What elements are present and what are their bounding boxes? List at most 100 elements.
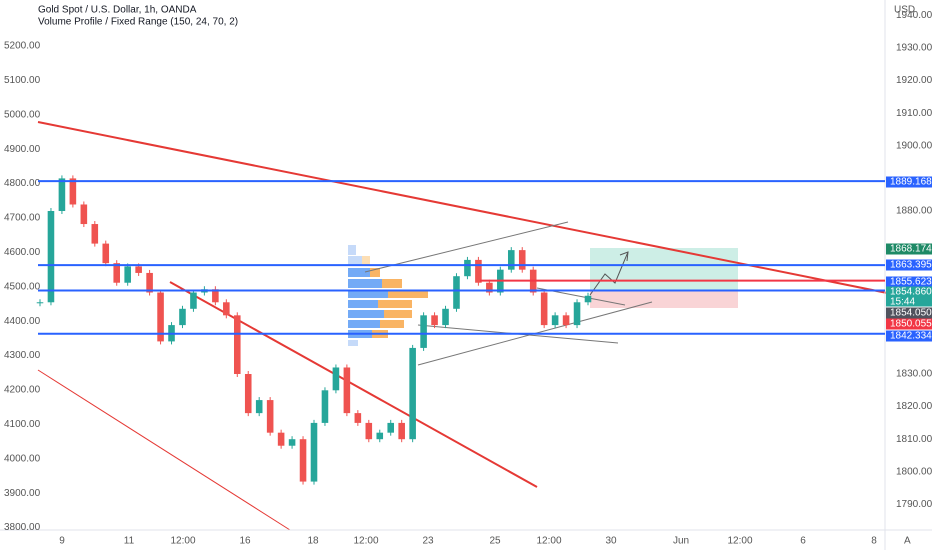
- currency-label[interactable]: USD: [894, 5, 915, 16]
- auto-scale[interactable]: A: [904, 536, 911, 547]
- candle: [343, 367, 351, 414]
- candle: [113, 263, 121, 283]
- right-axis-label: 1830.00: [896, 369, 932, 380]
- arrow-head: [619, 251, 629, 262]
- candle: [365, 422, 373, 440]
- time-axis-label: 12:00: [536, 536, 561, 547]
- candle: [387, 422, 395, 433]
- candle: [277, 432, 285, 446]
- left-axis-label: 5200.00: [4, 41, 41, 52]
- symbol-title: Gold Spot / U.S. Dollar, 1h, OANDA: [38, 5, 197, 16]
- candle: [124, 266, 131, 283]
- candle: [69, 178, 77, 205]
- left-axis-label: 4300.00: [4, 350, 41, 361]
- indicator-label: Volume Profile / Fixed Range (150, 24, 7…: [38, 17, 238, 28]
- right-axis-label: 1790.00: [896, 499, 932, 510]
- left-axis-label: 4600.00: [4, 247, 41, 258]
- time-axis-label: 12:00: [727, 536, 752, 547]
- right-axis-label: 1900.00: [896, 140, 932, 151]
- candle: [486, 282, 493, 293]
- time-axis-label: Jun: [673, 536, 689, 547]
- price-tag-label: 1855.623: [890, 277, 932, 288]
- left-axis-label: 4900.00: [4, 144, 41, 155]
- candle: [233, 315, 241, 374]
- price-tag-label: 1863.395: [890, 260, 932, 271]
- loss-zone: [590, 290, 738, 308]
- candle: [332, 367, 340, 391]
- price-tag: [886, 243, 932, 255]
- price-tag: [886, 307, 932, 319]
- left-axis-label: 4500.00: [4, 281, 41, 292]
- candle: [91, 224, 99, 244]
- candle: [354, 413, 362, 423]
- candle: [442, 308, 449, 326]
- candle: [80, 204, 88, 225]
- right-axis-label: 1920.00: [896, 75, 932, 86]
- candle: [47, 211, 55, 303]
- left-axis-label: 4400.00: [4, 316, 41, 327]
- candle: [584, 295, 592, 303]
- candle: [58, 178, 66, 211]
- right-axis-label: 1800.00: [896, 466, 932, 477]
- candle: [299, 439, 307, 482]
- countdown-label: 15:44: [890, 297, 915, 308]
- price-tag: [886, 318, 932, 330]
- price-tag: [886, 276, 932, 288]
- candle: [255, 400, 263, 414]
- price-tag-label: 1889.168: [890, 177, 932, 188]
- candle: [310, 422, 318, 482]
- left-axis-label: 5000.00: [4, 109, 41, 120]
- candle: [507, 250, 515, 270]
- price-tag: [886, 259, 932, 271]
- candle: [146, 272, 153, 293]
- right-axis-label: 1880.00: [896, 206, 932, 217]
- left-axis-label: 4800.00: [4, 178, 41, 189]
- left-axis-label: 4100.00: [4, 419, 41, 430]
- time-axis-label: 12:00: [353, 536, 378, 547]
- time-axis-label: 30: [605, 536, 617, 547]
- candle: [573, 302, 581, 326]
- candle: [376, 432, 384, 440]
- left-axis-label: 3800.00: [4, 522, 41, 533]
- candle: [475, 259, 482, 283]
- left-axis-label: 4700.00: [4, 213, 41, 224]
- candle: [431, 315, 438, 326]
- candle: [266, 400, 274, 433]
- channel-line: [364, 221, 569, 273]
- candle: [464, 259, 471, 277]
- candle: [212, 289, 219, 303]
- candle: [409, 347, 416, 440]
- candle: [135, 266, 142, 273]
- left-axis-label: 3900.00: [4, 488, 41, 499]
- time-axis-label: 25: [489, 536, 501, 547]
- projection-arrow: [589, 251, 629, 296]
- time-axis-label: 11: [124, 536, 135, 547]
- profit-zone: [590, 248, 738, 290]
- time-axis-label: 9: [59, 536, 65, 547]
- time-axis-label: 12:00: [170, 536, 195, 547]
- candle: [244, 374, 252, 414]
- candle: [518, 250, 526, 270]
- candle: [179, 308, 186, 326]
- price-tag: [886, 286, 932, 307]
- candle: [321, 390, 329, 423]
- right-axis-label: 1930.00: [896, 43, 932, 54]
- price-tag-label: 1868.174: [890, 244, 932, 255]
- trend-line: [169, 281, 538, 488]
- price-tag-label: 1854.860: [890, 287, 932, 298]
- candle: [102, 243, 110, 264]
- price-tag-label: 1854.050: [890, 308, 932, 319]
- time-axis-label: 6: [800, 536, 806, 547]
- candle: [551, 315, 559, 326]
- right-axis-label: 1810.00: [896, 434, 932, 445]
- price-tag: [886, 176, 932, 188]
- price-tag-label: 1850.055: [890, 319, 932, 330]
- candle: [398, 422, 405, 440]
- price-tag: [886, 330, 932, 342]
- trend-line: [37, 369, 291, 531]
- right-axis-label: 1910.00: [896, 108, 932, 119]
- time-axis-label: 8: [871, 536, 877, 547]
- time-axis-label: 18: [307, 536, 319, 547]
- time-axis-label: 23: [422, 536, 434, 547]
- drawings: [37, 121, 932, 531]
